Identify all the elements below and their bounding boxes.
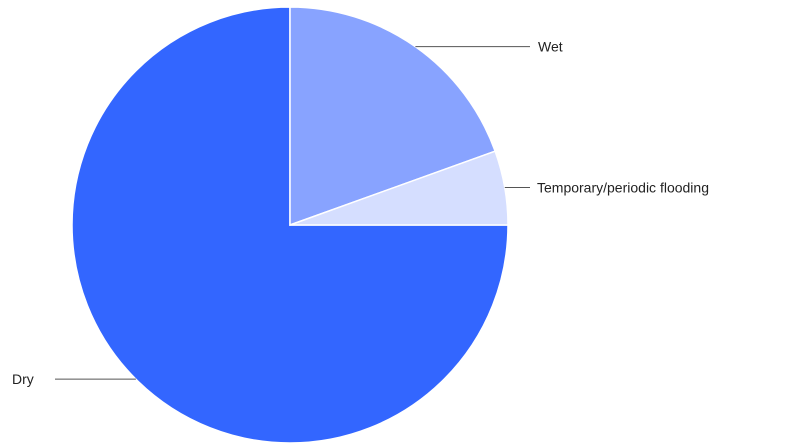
slice-label-wet: Wet bbox=[538, 39, 563, 55]
pie-slice-temporary-periodic-flooding bbox=[289, 150, 509, 226]
slice-label-dry: Dry bbox=[12, 371, 34, 387]
labels-layer: Dry Wet Temporary/periodic flooding bbox=[12, 39, 709, 388]
pie-slice-wet bbox=[289, 6, 497, 227]
slice-label-temporary-periodic-flooding: Temporary/periodic flooding bbox=[537, 180, 709, 196]
slices-layer bbox=[71, 6, 509, 443]
